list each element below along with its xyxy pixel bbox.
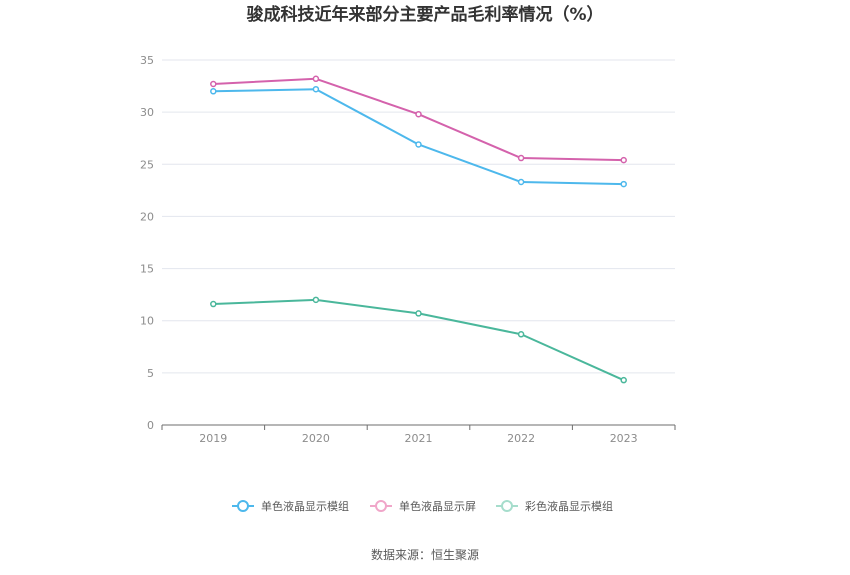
data-point[interactable] xyxy=(312,85,320,93)
data-point[interactable] xyxy=(415,110,422,118)
data-point[interactable] xyxy=(517,331,525,338)
series-3 xyxy=(210,296,627,384)
data-point[interactable] xyxy=(517,178,525,186)
data-point[interactable] xyxy=(312,296,320,304)
grid xyxy=(162,59,675,374)
legend-item[interactable]: 单色液晶显示模组 xyxy=(232,499,349,513)
legend-marker-icon xyxy=(375,500,387,512)
data-point[interactable] xyxy=(620,376,627,384)
series-1 xyxy=(210,85,627,188)
y-tick-label: 30 xyxy=(140,106,154,119)
y-tick-label: 0 xyxy=(147,419,154,432)
data-point[interactable] xyxy=(210,88,217,95)
data-point[interactable] xyxy=(210,80,217,88)
data-point[interactable] xyxy=(517,154,525,162)
series-group xyxy=(210,75,627,384)
y-tick-label: 5 xyxy=(147,367,154,380)
x-tick-label: 2020 xyxy=(302,432,330,445)
y-tick-label: 25 xyxy=(140,158,154,171)
legend-marker-icon xyxy=(501,500,513,512)
axes: 0 5 10 15 20 25 30 35 2019 2020 2021 2022 2023 xyxy=(140,54,676,445)
legend-label: 单色液晶显示模组 xyxy=(261,499,349,513)
data-point[interactable] xyxy=(415,141,422,148)
chart-title: 骏成科技近年来部分主要产品毛利率情况（%） xyxy=(246,4,603,25)
series-2 xyxy=(210,75,627,164)
y-tick-label: 10 xyxy=(140,315,154,328)
legend-label: 单色液晶显示屏 xyxy=(399,499,476,513)
x-tick-label: 2022 xyxy=(507,432,535,445)
series-line xyxy=(213,88,624,186)
x-tick-label: 2019 xyxy=(199,432,227,445)
x-tick-label: 2023 xyxy=(610,432,638,445)
legend: 单色液晶显示模组 单色液晶显示屏 彩色液晶显示模组 xyxy=(232,499,613,513)
y-tick-label: 15 xyxy=(140,263,154,276)
legend-item[interactable]: 彩色液晶显示模组 xyxy=(496,499,613,513)
y-tick-label: 20 xyxy=(140,210,154,223)
legend-marker-icon xyxy=(237,500,249,512)
data-point[interactable] xyxy=(312,75,320,83)
data-point[interactable] xyxy=(620,156,627,164)
legend-label: 彩色液晶显示模组 xyxy=(525,499,613,513)
legend-item[interactable]: 单色液晶显示屏 xyxy=(370,499,476,513)
data-point[interactable] xyxy=(620,180,627,188)
y-tick-label: 35 xyxy=(140,54,154,67)
source-note: 数据来源：恒生聚源 xyxy=(371,547,479,562)
data-point[interactable] xyxy=(210,300,217,308)
data-point[interactable] xyxy=(415,310,422,317)
x-tick-label: 2021 xyxy=(405,432,433,445)
